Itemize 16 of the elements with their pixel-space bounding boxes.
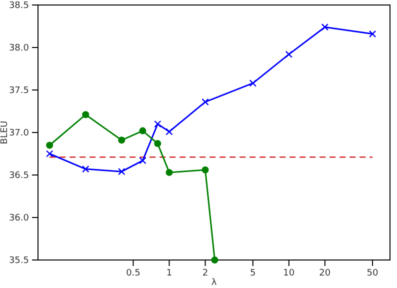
y-tick-label: 36.0 bbox=[8, 213, 30, 224]
x-tick-label: 0.5 bbox=[126, 268, 140, 278]
y-axis-title: BLEU bbox=[0, 120, 10, 144]
y-tick-label: 37.5 bbox=[8, 86, 29, 96]
y-tick-label: 37.0 bbox=[8, 128, 30, 138]
x-tick-label: 10 bbox=[283, 268, 295, 278]
y-tick-label: 35.5 bbox=[8, 256, 29, 266]
x-tick-label: 50 bbox=[366, 268, 379, 278]
x-tick-label: 1 bbox=[166, 268, 172, 278]
x-tick-label: 2 bbox=[202, 268, 208, 278]
x-axis-title: λ bbox=[211, 278, 218, 288]
x-tick-label: 20 bbox=[319, 268, 331, 278]
x-tick-label: 5 bbox=[250, 268, 256, 278]
y-tick-label: 38.5 bbox=[8, 0, 29, 11]
y-tick-label: 38.0 bbox=[8, 43, 30, 54]
y-tick-label: 36.5 bbox=[8, 170, 29, 181]
